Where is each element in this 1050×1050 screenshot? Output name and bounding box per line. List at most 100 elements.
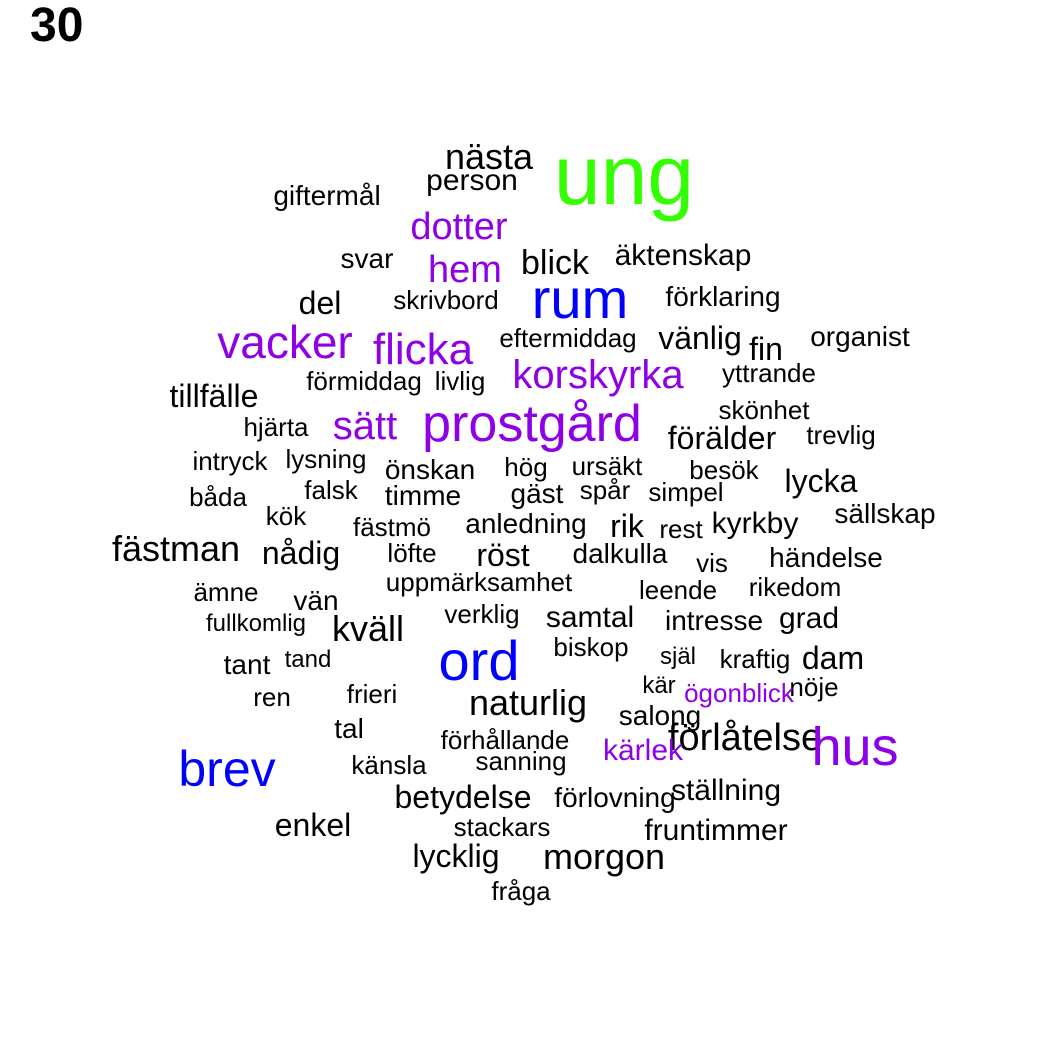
cloud-word-lycklig: lycklig bbox=[412, 838, 500, 874]
cloud-word-forhallande: förhållande bbox=[440, 725, 570, 755]
cloud-word-verklig: verklig bbox=[444, 599, 520, 629]
cloud-word-tal: tal bbox=[334, 713, 364, 744]
cloud-word-ogonblick: ögonblick bbox=[684, 678, 794, 708]
cloud-word-naturlig: naturlig bbox=[468, 682, 588, 723]
cloud-word-nasta: nästa bbox=[444, 136, 534, 177]
cloud-word-besok: besök bbox=[689, 455, 759, 485]
cloud-word-intryck: intryck bbox=[192, 446, 268, 476]
cloud-word-hog: hög bbox=[504, 452, 548, 482]
cloud-word-kok: kök bbox=[265, 501, 307, 531]
cloud-word-fullkomlig: fullkomlig bbox=[205, 610, 307, 637]
cloud-word-vanlig: vänlig bbox=[658, 320, 742, 356]
cloud-word-blick: blick bbox=[520, 244, 590, 282]
cloud-word-trevlig: trevlig bbox=[806, 420, 876, 450]
cloud-word-ung: ung bbox=[553, 128, 695, 222]
cloud-word-leende: leende bbox=[638, 575, 718, 605]
cloud-word-kraftig: kraftig bbox=[719, 644, 791, 674]
cloud-word-spar: spår bbox=[579, 475, 631, 505]
cloud-word-forlatelse: förlåtelse bbox=[667, 717, 823, 759]
cloud-word-timme: timme bbox=[384, 480, 462, 511]
cloud-word-tand: tand bbox=[284, 646, 332, 673]
cloud-word-bada: båda bbox=[189, 482, 247, 512]
cloud-word-aktenskap: äktenskap bbox=[614, 239, 752, 272]
cloud-word-organist: organist bbox=[810, 321, 910, 352]
cloud-word-sanning: sanning bbox=[475, 746, 567, 776]
cloud-word-fraga: fråga bbox=[491, 876, 551, 906]
cloud-word-forlovning: förlovning bbox=[554, 782, 676, 813]
cloud-word-stackars: stackars bbox=[453, 812, 551, 842]
cloud-word-rost: röst bbox=[476, 537, 530, 573]
cloud-word-rum: rum bbox=[531, 267, 629, 330]
cloud-word-korskyrka: korskyrka bbox=[512, 353, 684, 397]
cloud-word-lofte: löfte bbox=[387, 538, 437, 568]
cloud-word-rik: rik bbox=[610, 508, 644, 544]
cloud-word-tant: tant bbox=[223, 649, 271, 680]
cloud-word-kar: kär bbox=[642, 672, 676, 699]
cloud-word-svar: svar bbox=[340, 243, 394, 274]
cloud-word-van: vän bbox=[293, 585, 339, 616]
cloud-word-handelse: händelse bbox=[769, 542, 883, 573]
figure-label: 30 bbox=[30, 0, 84, 52]
cloud-word-grad: grad bbox=[778, 602, 840, 635]
cloud-word-amne: ämne bbox=[193, 577, 259, 607]
cloud-word-sjal: själ bbox=[659, 643, 697, 670]
cloud-word-kvall: kväll bbox=[331, 608, 405, 649]
cloud-word-intresse: intresse bbox=[664, 605, 764, 636]
cloud-word-enkel: enkel bbox=[274, 807, 352, 843]
cloud-word-lycka: lycka bbox=[784, 463, 858, 499]
cloud-word-ord: ord bbox=[438, 629, 520, 692]
cloud-word-hjarta: hjärta bbox=[243, 412, 309, 442]
cloud-word-rest: rest bbox=[659, 514, 703, 544]
cloud-word-hem: hem bbox=[428, 249, 502, 291]
cloud-word-del: del bbox=[298, 285, 342, 321]
cloud-word-sallskap: sällskap bbox=[834, 498, 936, 529]
cloud-word-forklaring: förklaring bbox=[665, 281, 781, 312]
cloud-word-dotter: dotter bbox=[410, 206, 508, 248]
cloud-word-vis: vis bbox=[696, 548, 728, 578]
cloud-word-betydelse: betydelse bbox=[394, 779, 532, 815]
cloud-word-flicka: flicka bbox=[372, 325, 474, 374]
cloud-word-fastman: fästman bbox=[111, 528, 241, 569]
cloud-word-dam: dam bbox=[801, 640, 865, 676]
cloud-word-biskop: biskop bbox=[553, 632, 629, 662]
cloud-word-ursakt: ursäkt bbox=[571, 451, 643, 481]
cloud-word-skonhet: skönhet bbox=[718, 395, 810, 425]
cloud-word-kansla: känsla bbox=[351, 750, 427, 780]
cloud-word-samtal: samtal bbox=[545, 601, 635, 634]
cloud-word-formiddag: förmiddag bbox=[306, 366, 422, 396]
cloud-word-noje: nöje bbox=[789, 672, 839, 702]
cloud-word-brev: brev bbox=[178, 741, 276, 797]
cloud-word-simpel: simpel bbox=[648, 477, 724, 507]
cloud-word-uppmarksamhet: uppmärksamhet bbox=[385, 567, 573, 597]
cloud-word-yttrande: yttrande bbox=[722, 358, 816, 388]
cloud-word-person: person bbox=[426, 164, 518, 197]
cloud-word-tillfalle: tillfälle bbox=[169, 378, 259, 414]
cloud-word-karlek: kärlek bbox=[602, 734, 684, 767]
cloud-word-kyrkby: kyrkby bbox=[711, 507, 799, 540]
cloud-word-ren: ren bbox=[253, 682, 291, 712]
cloud-word-salong: salong bbox=[618, 700, 702, 731]
cloud-word-foralder: förälder bbox=[667, 420, 777, 456]
cloud-word-satt: sätt bbox=[332, 404, 398, 448]
cloud-word-livlig: livlig bbox=[434, 366, 486, 396]
cloud-word-falsk: falsk bbox=[304, 475, 358, 505]
cloud-word-fruntimmer: fruntimmer bbox=[644, 814, 788, 847]
cloud-word-hus: hus bbox=[811, 717, 899, 777]
cloud-word-stallning: ställning bbox=[670, 774, 782, 807]
cloud-word-gast: gäst bbox=[510, 478, 564, 509]
cloud-word-giftermal: giftermål bbox=[273, 180, 381, 211]
cloud-word-fastmo: fästmö bbox=[352, 512, 432, 542]
cloud-word-nadig: nådig bbox=[261, 535, 341, 571]
cloud-word-skrivbord: skrivbord bbox=[393, 285, 499, 315]
cloud-word-lysning: lysning bbox=[285, 444, 367, 474]
cloud-word-prostgard: prostgård bbox=[422, 395, 642, 453]
cloud-word-fin: fin bbox=[749, 331, 783, 367]
cloud-word-eftermiddag: eftermiddag bbox=[499, 323, 637, 353]
cloud-word-morgon: morgon bbox=[542, 836, 666, 877]
cloud-word-onskan: önskan bbox=[384, 454, 476, 485]
cloud-word-vacker: vacker bbox=[217, 316, 353, 368]
cloud-word-frieri: frieri bbox=[346, 679, 398, 709]
cloud-word-rikedom: rikedom bbox=[748, 572, 842, 602]
cloud-word-anledning: anledning bbox=[465, 508, 587, 539]
